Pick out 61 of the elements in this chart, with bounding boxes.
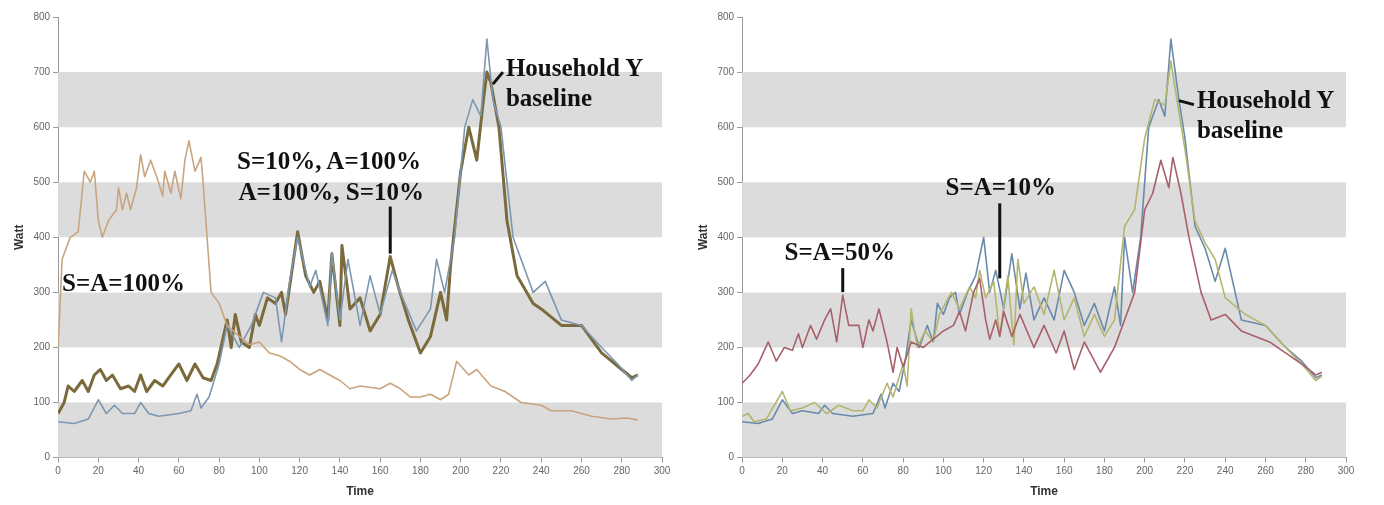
y-tick-label: 200 — [33, 341, 51, 353]
x-tick-label: 120 — [975, 465, 993, 477]
y-tick-label: 100 — [717, 396, 735, 408]
annotation: S=A=100% — [62, 269, 186, 297]
x-tick-label: 200 — [452, 465, 470, 477]
x-tick-label: 140 — [1015, 465, 1033, 477]
x-tick-label: 80 — [213, 465, 226, 477]
y-tick-label: 600 — [717, 120, 735, 132]
y-tick-label: 300 — [717, 286, 735, 298]
x-tick-label: 180 — [1096, 465, 1114, 477]
x-tick-label: 100 — [251, 465, 269, 477]
y-tick-label: 0 — [728, 451, 735, 463]
y-tick-label: 800 — [33, 10, 51, 22]
annotation: S=10%, A=100% — [237, 147, 422, 175]
annotation: Household Y baseline — [505, 53, 644, 111]
x-tick-label: 20 — [92, 465, 105, 477]
y-tick-label: 100 — [33, 396, 51, 408]
x-tick-label: 160 — [371, 465, 389, 477]
x-tick-label: 200 — [1136, 465, 1154, 477]
x-tick-label: 20 — [776, 465, 789, 477]
x-tick-label: 260 — [573, 465, 591, 477]
x-tick-label: 140 — [331, 465, 349, 477]
x-tick-label: 60 — [857, 465, 869, 477]
x-tick-label: 180 — [412, 465, 430, 477]
y-tick-label: 300 — [33, 286, 51, 298]
x-tick-label: 240 — [1216, 465, 1234, 477]
x-tick-label: 60 — [173, 465, 185, 477]
x-tick-label: 40 — [817, 465, 829, 477]
x-tick-label: 220 — [492, 465, 510, 477]
x-tick-label: 120 — [291, 465, 309, 477]
annotation: S=A=50% — [784, 237, 895, 265]
y-tick-label: 400 — [717, 231, 735, 243]
annotation: S=A=10% — [945, 172, 1056, 200]
x-tick-label: 300 — [1337, 465, 1355, 477]
y-axis-title: Watt — [11, 224, 26, 251]
x-tick-label: 0 — [739, 465, 746, 477]
x-tick-label: 280 — [613, 465, 631, 477]
x-tick-label: 260 — [1257, 465, 1275, 477]
x-tick-label: 300 — [653, 465, 671, 477]
x-axis-title: Time — [1030, 484, 1059, 499]
y-tick-label: 0 — [44, 451, 51, 463]
x-tick-label: 240 — [532, 465, 550, 477]
y-axis-title: Watt — [695, 224, 710, 251]
annotation: Household Y baseline — [1196, 86, 1335, 144]
y-tick-label: 200 — [717, 341, 735, 353]
x-axis-title: Time — [346, 484, 375, 499]
x-tick-label: 40 — [133, 465, 145, 477]
y-tick-label: 500 — [717, 175, 735, 187]
y-tick-label: 800 — [717, 10, 735, 22]
y-tick-label: 700 — [717, 65, 735, 77]
y-tick-label: 600 — [33, 120, 51, 132]
x-tick-label: 0 — [55, 465, 62, 477]
x-tick-label: 80 — [897, 465, 910, 477]
y-tick-label: 500 — [33, 175, 51, 187]
x-tick-label: 100 — [935, 465, 953, 477]
annotation: A=100%, S=10% — [238, 178, 424, 206]
x-tick-label: 160 — [1055, 465, 1073, 477]
x-tick-label: 220 — [1176, 465, 1194, 477]
y-tick-label: 700 — [33, 65, 51, 77]
x-tick-label: 280 — [1297, 465, 1315, 477]
y-tick-label: 400 — [33, 231, 51, 243]
